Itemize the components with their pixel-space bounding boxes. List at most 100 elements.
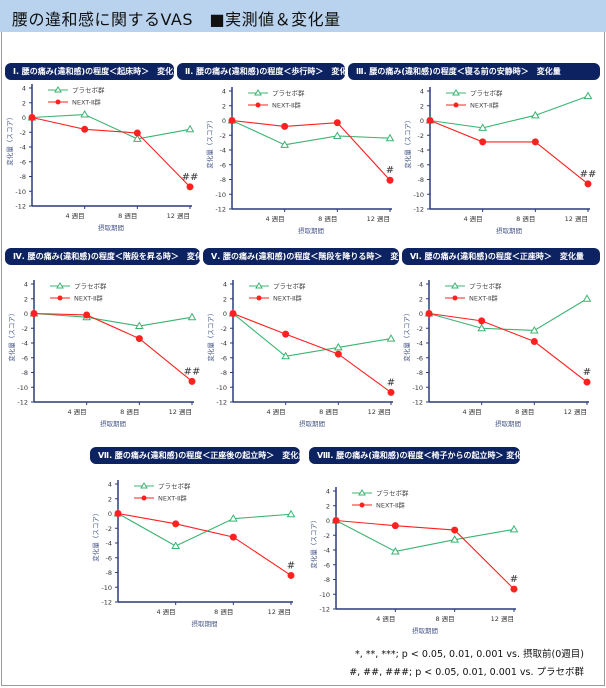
y-tick-label: -2 <box>106 525 112 533</box>
y-tick-label: 0 <box>420 117 424 125</box>
y-tick-label: -6 <box>20 158 26 166</box>
x-axis-label: 摂取期間 <box>412 626 438 635</box>
y-tick-label: 2 <box>222 102 226 110</box>
y-tick-label: -2 <box>20 129 26 137</box>
y-tick-label: -4 <box>106 540 112 548</box>
data-point-next <box>133 129 141 137</box>
series-line <box>429 119 589 185</box>
y-tick-label: -8 <box>20 173 26 181</box>
data-point-placebo <box>582 294 592 302</box>
data-point-next <box>228 117 236 124</box>
y-tick-label: -10 <box>413 191 424 199</box>
data-point-placebo <box>80 110 90 118</box>
y-tick-label: 2 <box>223 295 227 303</box>
data-point-next <box>333 119 341 127</box>
y-axis-label: 変化量（スコア） <box>309 517 318 569</box>
x-tick-label: 8 週目 <box>214 607 233 616</box>
data-point-placebo <box>478 123 488 131</box>
y-tick-label: -8 <box>221 369 227 377</box>
x-tick-label: 4 週目 <box>266 407 285 416</box>
data-point-placebo <box>530 110 540 119</box>
y-tick-label: -8 <box>417 369 423 377</box>
legend-marker-dot <box>255 102 261 108</box>
x-axis-label: 摂取期間 <box>299 419 325 428</box>
y-tick-label: 0 <box>223 310 227 318</box>
data-point-placebo <box>385 133 395 142</box>
y-tick-label: -6 <box>221 354 227 362</box>
data-point-next <box>281 122 289 130</box>
x-tick-label: 4 週目 <box>462 407 481 416</box>
x-tick-label: 8 週目 <box>319 407 338 416</box>
y-tick-label: -4 <box>22 340 28 348</box>
legend-marker-triangle <box>56 282 64 289</box>
data-point-placebo <box>332 131 342 139</box>
x-axis-label: 摂取期間 <box>192 619 218 628</box>
series-line <box>335 520 515 553</box>
y-tick-label: 4 <box>24 281 28 289</box>
legend-marker-dot <box>452 295 458 301</box>
data-point-placebo <box>390 546 400 555</box>
y-tick-label: -12 <box>17 399 28 407</box>
x-tick-label: 12 週目 <box>268 607 291 616</box>
y-tick-label: -6 <box>106 554 112 562</box>
y-tick-label: -10 <box>15 188 26 196</box>
data-point-next <box>478 317 486 325</box>
legend-marker-triangle <box>451 282 459 289</box>
legend-label: プラセボ群 <box>469 282 502 291</box>
data-point-placebo <box>281 351 291 360</box>
data-point-next <box>287 571 295 579</box>
footnote-vs-baseline: *, **, ***; p < 0.05, 0.01, 0.001 vs. 摂取… <box>355 649 584 660</box>
series-line <box>231 119 391 181</box>
legend-label: プラセボ群 <box>273 282 306 291</box>
y-tick-label: -12 <box>216 399 227 407</box>
x-tick-label: 4 週目 <box>376 614 395 623</box>
y-tick-label: -12 <box>15 203 26 211</box>
data-point-placebo <box>386 334 396 342</box>
footnote-vs-placebo: #, ##, ###; p < 0.05, 0.01, 0.001 vs. プラ… <box>349 667 584 678</box>
data-point-next <box>426 117 434 124</box>
legend-marker-triangle <box>254 89 262 96</box>
content-frame <box>1 32 605 686</box>
y-tick-label: 0 <box>326 517 330 525</box>
data-point-next <box>172 520 180 528</box>
chart-title-7: Ⅶ. 腰の痛み(違和感)の程度＜正座後の起立時＞ 変化量 <box>90 447 300 464</box>
y-tick-label: -4 <box>221 340 227 348</box>
y-axis-label: 変化量（スコア） <box>403 117 412 169</box>
y-tick-label: 2 <box>420 102 424 110</box>
data-point-next <box>81 125 89 133</box>
data-point-next <box>30 310 38 317</box>
x-axis-label: 摂取期間 <box>495 419 521 428</box>
y-tick-label: -10 <box>215 191 226 199</box>
legend-label: NEXT-Ⅱ群 <box>376 501 405 510</box>
footnotes: *, **, ***; p < 0.05, 0.01, 0.001 vs. 摂取… <box>349 646 584 682</box>
y-tick-label: -12 <box>215 206 226 214</box>
significance-mark: ## <box>580 169 597 180</box>
legend-marker-dot <box>141 495 147 501</box>
series-line <box>335 519 515 590</box>
y-tick-label: 0 <box>419 310 423 318</box>
legend-marker-triangle <box>54 86 62 93</box>
chart-title-2: Ⅱ. 腰の痛み(違和感)の程度＜歩行時＞ 変化量 <box>177 63 345 80</box>
series-line <box>33 312 193 327</box>
y-tick-label: -4 <box>220 147 226 155</box>
x-tick-label: 8 週目 <box>318 214 337 223</box>
y-tick-label: 0 <box>22 114 26 122</box>
legend-marker-dot <box>55 99 61 105</box>
legend-label: NEXT-Ⅱ群 <box>72 98 101 107</box>
legend-marker-dot <box>453 102 459 108</box>
data-point-placebo <box>185 124 195 133</box>
y-tick-label: 0 <box>24 310 28 318</box>
data-point-next <box>584 180 592 188</box>
y-tick-label: -8 <box>220 176 226 184</box>
legend-marker-triangle <box>358 489 366 496</box>
y-tick-label: -4 <box>20 144 26 152</box>
y-tick-label: 4 <box>223 281 227 289</box>
y-tick-label: -2 <box>417 325 423 333</box>
data-point-next <box>332 517 340 524</box>
y-tick-label: -2 <box>221 325 227 333</box>
y-axis-label: 変化量（スコア） <box>402 310 411 362</box>
x-tick-label: 12 週目 <box>565 214 588 223</box>
